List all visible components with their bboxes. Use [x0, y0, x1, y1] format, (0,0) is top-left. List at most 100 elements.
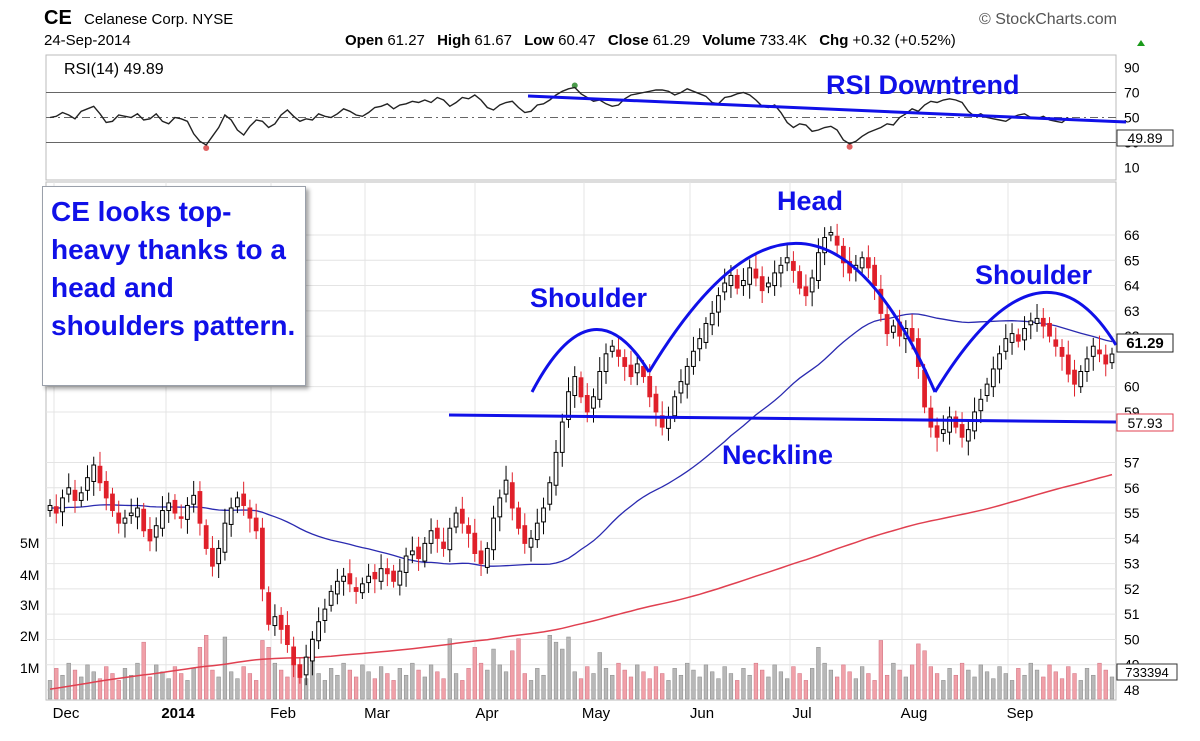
- watermark: © StockCharts.com: [979, 11, 1117, 28]
- candle-body: [1097, 349, 1102, 355]
- x-axis: Dec 2014 Feb Mar Apr May Jun Jul Aug Sep: [53, 705, 1034, 722]
- candle-body: [1034, 317, 1040, 324]
- candle-body: [591, 396, 596, 409]
- candle-body: [928, 407, 934, 428]
- volume-bar: [66, 662, 71, 700]
- candle-body: [47, 504, 53, 512]
- candle-body: [1090, 345, 1096, 357]
- candle-body: [659, 415, 665, 428]
- candle-body: [428, 530, 434, 544]
- volume-bar: [528, 680, 534, 700]
- volume-bar: [235, 678, 240, 700]
- volume-bar: [510, 650, 515, 700]
- volume-bar: [472, 647, 477, 700]
- volume-bar: [622, 669, 627, 700]
- candle-body: [285, 625, 290, 646]
- volume-bar: [597, 652, 602, 700]
- volume-bar: [1103, 669, 1108, 700]
- candle-body: [791, 261, 796, 271]
- candle-body: [828, 231, 834, 236]
- price-tick-label: 53: [1124, 556, 1140, 572]
- volume-bar: [1072, 673, 1077, 700]
- up-arrow-icon: [1137, 40, 1145, 46]
- candle-body: [53, 506, 59, 514]
- candle-body: [841, 245, 846, 264]
- rsi-line: [49, 86, 1069, 146]
- candle-body: [965, 429, 971, 442]
- volume-bar: [116, 680, 121, 700]
- candle-body: [516, 507, 521, 529]
- volume-bar: [785, 678, 790, 700]
- volume-bar: [279, 669, 284, 700]
- candle-body: [453, 512, 459, 528]
- volume-bar: [772, 664, 777, 700]
- candle-body: [1047, 322, 1052, 337]
- candle-body: [609, 345, 615, 352]
- volume-bar: [909, 664, 915, 700]
- x-tick-label: Aug: [901, 705, 928, 722]
- volume-bar: [878, 640, 883, 700]
- candle-body: [909, 328, 915, 342]
- candle-body: [210, 547, 215, 567]
- candle-body: [628, 364, 634, 378]
- x-tick-label: Apr: [475, 705, 498, 722]
- candle-body: [716, 295, 721, 313]
- volume-bar: [847, 671, 852, 700]
- rsi-value-badge: [1116, 129, 1174, 147]
- candle-body: [110, 493, 115, 512]
- candle-body: [384, 568, 390, 575]
- candle-body: [403, 555, 409, 573]
- volume-bar: [491, 648, 496, 700]
- volume-bar: [266, 647, 271, 700]
- head-arc: [647, 241, 937, 393]
- copyright-icon: ©: [979, 11, 995, 28]
- volume-bar: [541, 674, 546, 700]
- candle-body: [859, 257, 865, 269]
- candle-body: [959, 424, 965, 438]
- candle-body: [422, 542, 428, 562]
- left-shoulder-label: Shoulder: [530, 283, 648, 313]
- candle-body: [547, 482, 553, 505]
- volume-tick-label: 5M: [20, 535, 39, 551]
- price-tick-label: 64: [1124, 278, 1140, 294]
- volume-bar: [260, 640, 265, 700]
- volume-bar: [172, 666, 178, 700]
- candle-body: [709, 312, 715, 326]
- candle-body: [566, 391, 571, 421]
- neckline: [448, 413, 1117, 424]
- volume-bar: [335, 674, 340, 700]
- volume-bar: [897, 669, 902, 700]
- volume-bar: [628, 676, 634, 700]
- price-tick-label: 48: [1124, 682, 1140, 698]
- volume-bar: [1078, 680, 1083, 700]
- candle-body: [185, 504, 190, 520]
- candle-body: [816, 252, 821, 281]
- volume-bar: [1053, 671, 1058, 700]
- volume-bar: [54, 668, 59, 700]
- candle-body: [1109, 353, 1115, 364]
- volume-bar: [685, 662, 690, 700]
- volume-bar: [1041, 676, 1046, 700]
- volume-bar: [841, 664, 846, 700]
- volume-bar: [378, 666, 384, 700]
- candle-body: [940, 429, 946, 434]
- price-tick-label: 56: [1124, 480, 1140, 496]
- ma50-badge: [1117, 353, 1173, 357]
- candle-body: [203, 525, 209, 549]
- symbol: CE: [44, 7, 72, 29]
- volume-bar: [553, 641, 559, 700]
- volume-bar: [416, 669, 421, 700]
- price-badge: [1116, 333, 1174, 353]
- volume-bar: [122, 668, 128, 700]
- candle-body: [172, 499, 178, 514]
- candle-body: [272, 616, 278, 627]
- candle-body: [634, 363, 640, 374]
- volume-bar: [660, 673, 665, 700]
- volume-bar: [154, 664, 159, 700]
- candle-body: [797, 271, 803, 289]
- price-tick-label: 55: [1124, 505, 1140, 521]
- ma50-line: [49, 313, 1113, 567]
- candle-body: [466, 525, 471, 534]
- volume-bar: [803, 680, 809, 700]
